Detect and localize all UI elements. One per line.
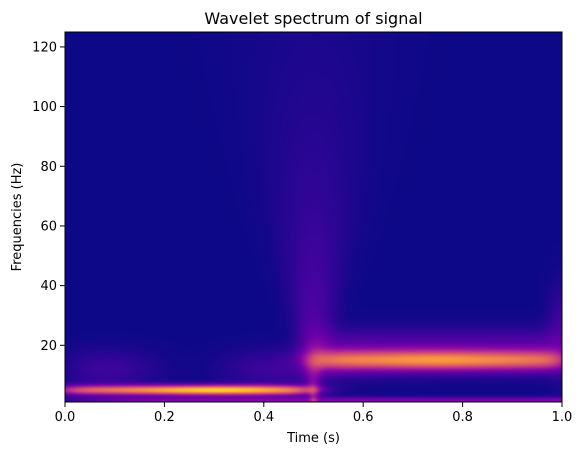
y-tick-label: 60 — [40, 219, 57, 234]
x-tick-label: 0.4 — [253, 410, 274, 425]
x-tick-label: 0.0 — [55, 410, 76, 425]
y-axis-label: Frequencies (Hz) — [10, 163, 25, 272]
y-tick-label: 100 — [32, 100, 57, 115]
x-tick-label: 1.0 — [552, 410, 573, 425]
chart-title: Wavelet spectrum of signal — [204, 9, 422, 28]
x-tick-label: 0.6 — [353, 410, 374, 425]
plot-area — [65, 32, 562, 402]
y-tick-label: 20 — [40, 339, 57, 354]
x-axis: 0.0 0.2 0.4 0.6 0.8 1.0 — [55, 402, 573, 425]
y-axis: 20 40 60 80 100 120 — [32, 40, 65, 354]
x-tick-label: 0.2 — [154, 410, 175, 425]
y-tick-label: 80 — [40, 160, 57, 175]
spectrum-heatmap — [65, 32, 562, 402]
plot-frame — [64, 31, 563, 403]
y-tick-label: 40 — [40, 279, 57, 294]
x-tick-label: 0.8 — [452, 410, 473, 425]
x-axis-label: Time (s) — [286, 431, 340, 446]
y-tick-label: 120 — [32, 40, 57, 55]
